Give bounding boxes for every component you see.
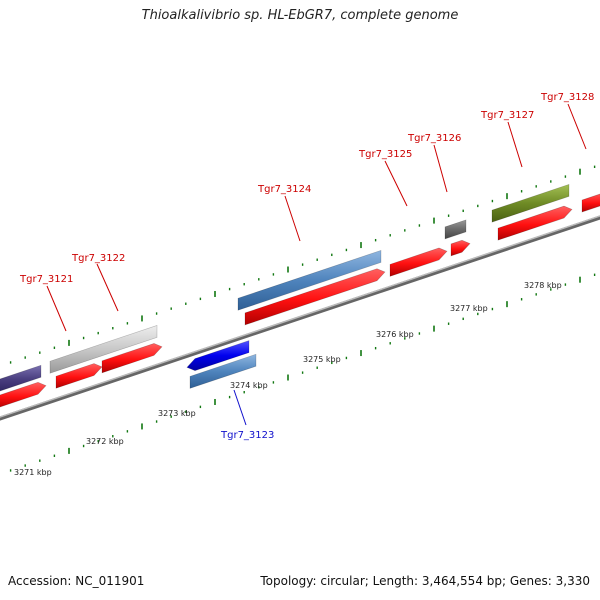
scale-label: 3277 kbp	[450, 304, 488, 313]
gene-label[interactable]: Tgr7_3121	[19, 274, 73, 285]
gene-label[interactable]: Tgr7_3126	[407, 133, 461, 144]
gene-feature	[0, 364, 42, 392]
label-leader-line	[284, 195, 301, 242]
label-leader-line	[433, 144, 448, 193]
cds-arrow	[581, 193, 600, 213]
label-leader-line	[567, 103, 587, 150]
backbone-highlight	[0, 215, 600, 418]
scale-label: 3276 kbp	[376, 330, 414, 339]
gene-label[interactable]: Tgr7_3128	[540, 92, 594, 103]
cds-arrow-reverse	[186, 340, 250, 371]
gene-label[interactable]: Tgr7_3125	[358, 149, 412, 160]
cds-arrow	[55, 363, 103, 389]
label-leader-line	[233, 389, 247, 426]
gene-feature	[49, 324, 158, 374]
scale-label: 3272 kbp	[86, 437, 124, 446]
gene-feature	[444, 219, 467, 240]
cds-arrow	[450, 239, 471, 257]
gene-feature	[237, 249, 382, 311]
cds-arrow	[497, 205, 573, 241]
cds-arrow	[0, 381, 47, 408]
cds-arrow	[101, 343, 163, 374]
scale-label: 3271 kbp	[14, 468, 52, 477]
cds-arrow	[389, 247, 448, 277]
scale-label: 3278 kbp	[524, 281, 562, 290]
gene-feature	[491, 183, 570, 223]
label-leader-line	[507, 121, 523, 168]
gene-label[interactable]: Tgr7_3122	[71, 253, 125, 264]
label-leader-line	[96, 263, 119, 312]
scale-label: 3275 kbp	[303, 355, 341, 364]
gene-label[interactable]: Tgr7_3124	[257, 184, 311, 195]
gene-label[interactable]: Tgr7_3123	[220, 430, 274, 441]
cds-arrow	[244, 268, 386, 326]
gene-label[interactable]: Tgr7_3127	[480, 110, 534, 121]
scale-label: 3274 kbp	[230, 381, 268, 390]
label-leader-line	[46, 285, 67, 332]
gene-feature	[189, 353, 257, 389]
scale-label: 3273 kbp	[158, 409, 196, 418]
backbone-line	[0, 215, 600, 421]
accession-text: Accession: NC_011901	[8, 574, 145, 588]
label-leader-line	[384, 160, 408, 207]
map-title: Thioalkalivibrio sp. HL-EbGR7, complete …	[141, 8, 459, 23]
topology-text: Topology: circular; Length: 3,464,554 bp…	[260, 574, 590, 588]
